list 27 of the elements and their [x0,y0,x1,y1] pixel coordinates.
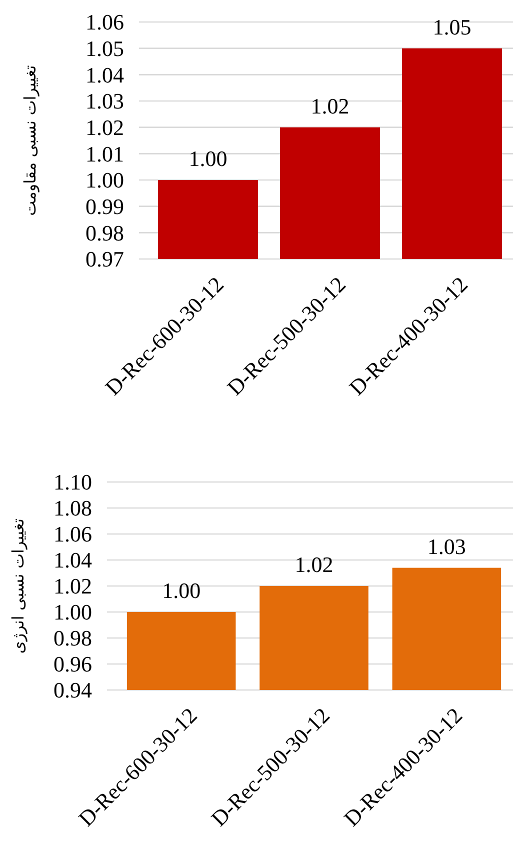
y-tick-label: 1.06 [86,10,124,35]
data-label: 1.00 [188,146,228,171]
y-tick-label: 1.10 [54,470,92,495]
y-tick-label: 0.97 [86,246,124,272]
y-tick-label: 0.99 [86,194,124,220]
y-tick-label: 1.00 [54,600,92,625]
y-tick-label: 0.98 [86,220,124,246]
y-tick-label: 1.06 [54,522,92,547]
data-label: 1.02 [310,93,350,118]
y-tick-label: 1.03 [86,88,124,114]
y-tick-label: 0.94 [54,678,92,703]
y-axis-title: تغییرات نسبی انرژی [8,518,28,654]
y-tick-label: 0.96 [54,652,92,677]
y-tick-label: 1.01 [86,141,124,166]
y-tick-label: 1.00 [86,168,124,193]
y-tick-label: 1.04 [86,62,124,88]
y-tick-label: 1.08 [54,496,92,521]
y-tick-label: 1.02 [86,115,124,140]
data-label: 1.03 [427,534,466,559]
y-tick-label: 1.04 [54,548,92,573]
y-tick-label: 0.98 [54,626,92,651]
data-label: 1.00 [162,578,201,603]
data-label: 1.02 [294,552,334,577]
y-axis-title: تغییرات نسبی مقاومت [20,65,40,216]
y-tick-label: 1.05 [86,36,124,62]
data-label: 1.05 [432,14,472,40]
y-tick-label: 1.02 [54,574,92,599]
